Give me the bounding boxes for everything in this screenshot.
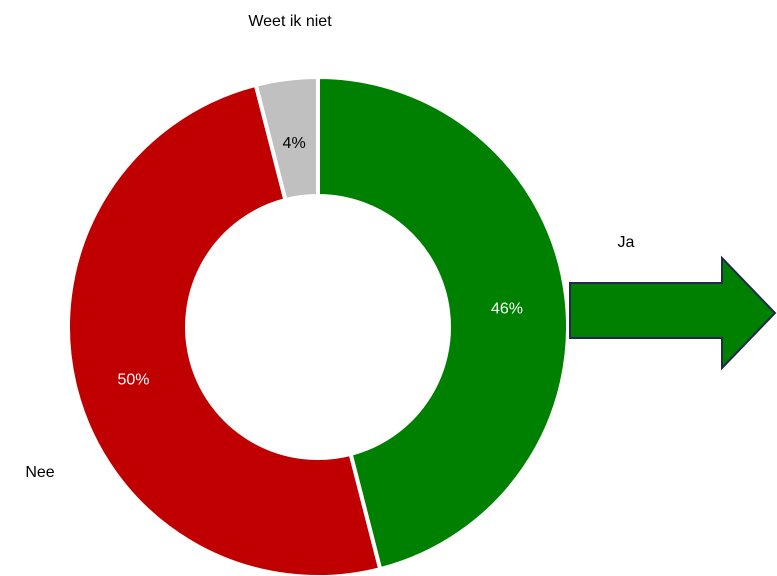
category-label: Nee <box>25 464 54 481</box>
category-label: Ja <box>618 234 635 251</box>
value-label: 50% <box>117 372 149 389</box>
slice <box>316 74 570 572</box>
category-label: Weet ik niet <box>248 13 332 30</box>
value-label: 4% <box>283 135 306 152</box>
slice <box>66 82 383 576</box>
arrow <box>569 255 777 371</box>
value-label: 46% <box>491 300 523 317</box>
slice <box>253 74 320 203</box>
